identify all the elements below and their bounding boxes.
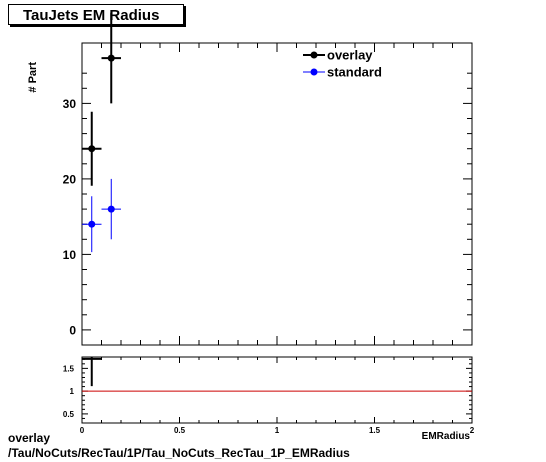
ratio-y-tick-label: 1.5 [63, 364, 75, 373]
main-series [82, 12, 121, 253]
data-point [107, 54, 115, 62]
main-plot-frame [81, 42, 473, 346]
ratio-x-tick-label: 0.5 [174, 426, 186, 435]
y-tick-label: 20 [63, 172, 77, 186]
x-axis-label: EMRadius [422, 431, 471, 442]
footer-line2: /Tau/NoCuts/RecTau/1P/Tau_NoCuts_RecTau_… [8, 446, 350, 460]
ratio-axes: 0 0.5 1 1.5 2 0.5 1 1.5 [63, 357, 475, 435]
y-tick-label: 30 [63, 97, 77, 111]
legend: overlay standard [303, 48, 382, 80]
legend-label-overlay: overlay [327, 48, 373, 63]
ratio-x-tick-label: 1.5 [369, 426, 381, 435]
ratio-y-tick-label: 1 [70, 387, 75, 396]
main-axes: 0 10 20 30 [63, 43, 473, 345]
legend-marker-overlay [310, 51, 318, 59]
ratio-x-tick-label: 0 [80, 426, 85, 435]
legend-marker-standard [310, 68, 318, 76]
data-point [107, 205, 115, 213]
ratio-x-tick-label: 1 [275, 426, 280, 435]
ratio-y-tick-label: 0.5 [63, 410, 75, 419]
ratio-plot-frame [81, 356, 473, 424]
data-point [88, 145, 96, 153]
ratio-x-tick-label: 2 [470, 426, 475, 435]
y-tick-label: 0 [69, 323, 76, 337]
data-point [88, 220, 96, 228]
chart-title-box: TauJets EM Radius [8, 4, 184, 25]
y-tick-label: 10 [63, 248, 77, 262]
legend-label-standard: standard [327, 65, 382, 80]
footer-line1: overlay [8, 431, 51, 445]
chart-title: TauJets EM Radius [23, 7, 160, 24]
ratio-series [82, 357, 102, 387]
y-axis-label: # Part [27, 62, 39, 93]
